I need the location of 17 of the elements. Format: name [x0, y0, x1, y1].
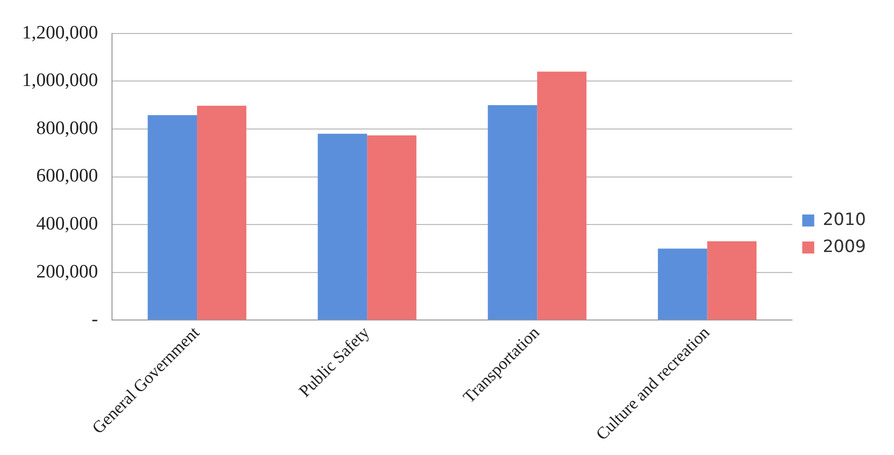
bar: [488, 105, 538, 320]
y-tick-label: 1,200,000: [22, 22, 98, 44]
legend-label: 2010: [822, 210, 866, 230]
bar: [318, 134, 368, 320]
bar: [197, 106, 246, 320]
bar: [537, 72, 586, 320]
bar: [367, 135, 416, 320]
y-tick-label: 400,000: [36, 214, 98, 235]
y-tick-label: 600,000: [36, 166, 98, 187]
bar: [148, 115, 198, 320]
bar: [707, 241, 757, 320]
y-tick-label: 1,000,000: [22, 70, 98, 92]
legend-label: 2009: [822, 236, 866, 257]
y-tick-label: 800,000: [36, 118, 98, 139]
y-tick-label: 200,000: [36, 261, 98, 282]
bar: [658, 248, 708, 320]
y-tick-label: -: [92, 309, 98, 330]
